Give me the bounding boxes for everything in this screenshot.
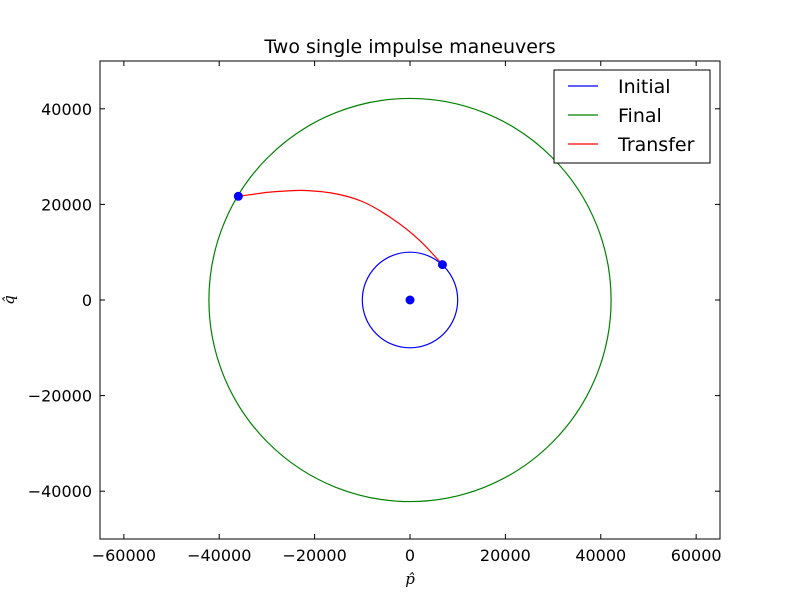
y-tick-label: 40000 <box>41 100 92 119</box>
x-axis-label: p̂ <box>405 570 415 588</box>
x-tick-label: 0 <box>405 546 415 565</box>
legend-label-initial: Initial <box>618 76 671 98</box>
data-point-0 <box>405 295 415 305</box>
series-group <box>208 97 612 503</box>
x-tick-label: 20000 <box>480 546 531 565</box>
data-point-2 <box>233 191 243 201</box>
y-tick-label: −20000 <box>28 387 92 406</box>
series-line-transfer <box>238 189 443 266</box>
series-line-initial <box>361 251 459 349</box>
series-line-final <box>208 97 612 503</box>
legend-label-final: Final <box>618 105 662 127</box>
y-axis-label: q̂ <box>0 295 18 305</box>
legend-label-transfer: Transfer <box>617 134 695 156</box>
x-tick-label: −20000 <box>282 546 346 565</box>
x-tick-label: 60000 <box>671 546 722 565</box>
x-tick-label: −40000 <box>187 546 251 565</box>
legend: Initial Final Transfer <box>553 69 711 164</box>
chart-title: Two single impulse maneuvers <box>263 36 555 58</box>
y-tick-label: −40000 <box>28 482 92 501</box>
y-tick-label: 0 <box>82 291 92 310</box>
x-tick-label: −60000 <box>92 546 156 565</box>
data-point-1 <box>437 260 447 270</box>
y-tick-label: 20000 <box>41 195 92 214</box>
x-tick-label: 40000 <box>575 546 626 565</box>
axis-ticks: −60000 −40000 −20000 0 20000 40000 60000 −40000… <box>28 61 722 565</box>
